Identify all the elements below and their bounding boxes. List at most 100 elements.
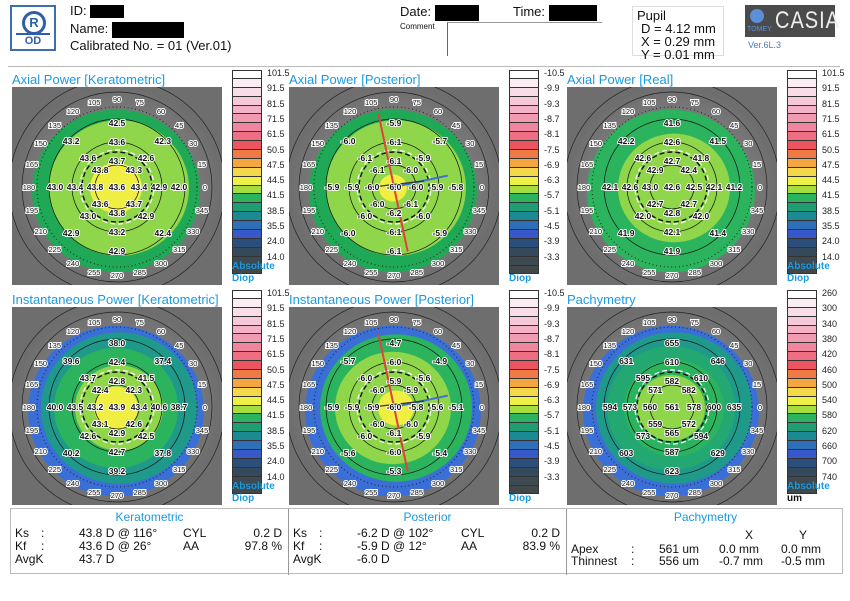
map-value: 623 bbox=[665, 466, 679, 476]
color-scale-swatch bbox=[509, 290, 539, 299]
angle-label: 30 bbox=[189, 359, 197, 368]
angle-label: 105 bbox=[643, 318, 656, 327]
angle-label: 285 bbox=[689, 268, 702, 277]
color-scale-swatch bbox=[232, 212, 262, 222]
map-value: 41.6 bbox=[664, 118, 681, 128]
angle-label: 45 bbox=[730, 341, 738, 350]
eye-badge: R OD bbox=[10, 5, 56, 51]
corneal-map[interactable]: 0 15 30 45 60 75 90 105 120 135 150 165 180 195 210 225… bbox=[8, 78, 226, 296]
color-scale-swatch bbox=[787, 132, 817, 142]
color-scale-label: 35.5 bbox=[267, 221, 285, 231]
angle-label: 105 bbox=[88, 98, 101, 107]
avgk-value: -6.0 D bbox=[357, 552, 390, 566]
map-value: 559 bbox=[648, 419, 662, 429]
map-panel[interactable]: Axial Power [Real] 0 15 30 45 60 75 90 105 120 135… bbox=[563, 68, 845, 296]
map-value: -5.9 bbox=[345, 402, 360, 412]
color-scale-swatch bbox=[232, 343, 262, 353]
map-value: 594 bbox=[694, 431, 708, 441]
angle-label: 180 bbox=[578, 183, 591, 192]
ring bbox=[71, 141, 163, 233]
color-scale-label: 35.5 bbox=[822, 221, 840, 231]
color-scale-swatch bbox=[509, 298, 539, 308]
corneal-map[interactable]: 0 15 30 45 60 75 90 105 120 135 150 165 180 195 210 225… bbox=[563, 78, 781, 296]
ring bbox=[48, 118, 186, 256]
map-value: 582 bbox=[682, 385, 696, 395]
map-panel[interactable]: Pachymetry 0 15 30 45 60 75 90 105 120 135 150 165 18… bbox=[563, 288, 840, 516]
ring bbox=[94, 384, 140, 430]
map-value: 629 bbox=[711, 448, 725, 458]
map-value: -6.1 bbox=[387, 227, 402, 237]
map-value: -6.0 bbox=[341, 136, 356, 146]
color-scale-swatch bbox=[509, 414, 539, 424]
color-scale-legend bbox=[232, 290, 262, 495]
map-value: -6.1 bbox=[358, 153, 373, 163]
angle-label: 330 bbox=[742, 447, 755, 456]
color-scale-swatch bbox=[509, 265, 539, 275]
map-value: 43.5 bbox=[67, 402, 84, 412]
color-scale-swatch bbox=[232, 298, 262, 308]
color-scale-label: 91.5 bbox=[822, 83, 840, 94]
ring bbox=[649, 164, 695, 210]
angle-label: 45 bbox=[175, 341, 183, 350]
colon: : bbox=[319, 526, 323, 540]
color-scale-swatch bbox=[787, 467, 817, 477]
angle-label: 225 bbox=[326, 245, 339, 254]
map-value: 43.9 bbox=[109, 402, 126, 412]
map-value: 37.4 bbox=[155, 356, 172, 366]
map-value: 42.1 bbox=[664, 227, 681, 237]
color-scale-swatch bbox=[509, 105, 539, 115]
apex-label: Apex bbox=[571, 542, 599, 556]
angle-label: 165 bbox=[581, 380, 594, 389]
corneal-map[interactable]: 0 15 30 45 60 75 90 105 120 135 150 165 180 195 210 225… bbox=[563, 298, 781, 516]
color-scale-swatch bbox=[232, 458, 262, 468]
scale-unit-label: Diop bbox=[232, 273, 255, 284]
kf-value: 43.6 D @ 26° bbox=[79, 539, 152, 553]
colon: : bbox=[319, 539, 323, 553]
color-scale-swatch bbox=[787, 307, 817, 317]
map-value: 42.7 bbox=[109, 447, 126, 457]
map-value: -5.9 bbox=[325, 182, 340, 192]
aa-value: 97.8 % bbox=[244, 539, 282, 553]
map-panel[interactable]: Instantaneous Power [Posterior] 0 15 30 45 60… bbox=[285, 288, 565, 516]
x-header: X bbox=[745, 528, 754, 542]
color-scale-label: 101.5 bbox=[267, 68, 290, 78]
comment-field[interactable] bbox=[447, 22, 602, 56]
color-scale-label: 380 bbox=[822, 333, 838, 344]
outer-ring bbox=[298, 311, 490, 503]
color-scale-swatch bbox=[509, 450, 539, 459]
map-panel[interactable]: Axial Power [Posterior] 0 15 30 45 60 75 90 105 1… bbox=[285, 68, 565, 296]
summary-table: Keratometric Ks : 43.8 D @ 116° Kf : 43.… bbox=[10, 508, 843, 575]
angle-label: 75 bbox=[691, 98, 699, 107]
avgk-value: 43.7 D bbox=[79, 552, 115, 566]
color-scale-swatch bbox=[232, 221, 262, 231]
color-scale-label: -7.5 bbox=[544, 364, 560, 375]
angle-label: 30 bbox=[744, 359, 752, 368]
angle-label: 330 bbox=[742, 227, 755, 236]
outer-ring bbox=[298, 91, 490, 283]
map-value: 41.8 bbox=[693, 153, 710, 163]
colon: : bbox=[631, 542, 635, 556]
exam-date: Date: bbox=[400, 4, 479, 21]
casia-logo: TOMEY CASIA bbox=[745, 5, 839, 37]
cyl-label: CYL bbox=[461, 526, 485, 540]
color-scale-swatch bbox=[787, 221, 817, 231]
corneal-map[interactable]: 0 15 30 45 60 75 90 105 120 135 150 165 180 195 210 225… bbox=[285, 78, 503, 296]
map-value: 42.1 bbox=[706, 182, 723, 192]
map-value: 43.7 bbox=[109, 156, 126, 166]
corneal-map[interactable]: 0 15 30 45 60 75 90 105 120 135 150 165 180 195 210 225… bbox=[8, 298, 226, 516]
ks-label: Ks bbox=[293, 526, 308, 540]
angle-label: 285 bbox=[134, 488, 147, 497]
map-value: 37.8 bbox=[155, 448, 172, 458]
map-value: 41.5 bbox=[138, 373, 155, 383]
divider bbox=[566, 509, 567, 575]
map-panel[interactable]: Instantaneous Power [Keratometric] 0 15 30 4… bbox=[8, 288, 290, 516]
steep-axis-line bbox=[377, 333, 409, 472]
map-panel[interactable]: Axial Power [Keratometric] 0 15 30 45 60 75 90 1… bbox=[8, 68, 290, 296]
angle-label: 195 bbox=[303, 206, 316, 215]
corneal-map[interactable]: 0 15 30 45 60 75 90 105 120 135 150 165 180 195 210 225… bbox=[285, 298, 503, 516]
map-value: 42.7 bbox=[664, 156, 681, 166]
angle-label: 345 bbox=[751, 426, 764, 435]
map-title: Instantaneous Power [Posterior] bbox=[289, 292, 474, 307]
map-value: -5.1 bbox=[449, 402, 464, 412]
